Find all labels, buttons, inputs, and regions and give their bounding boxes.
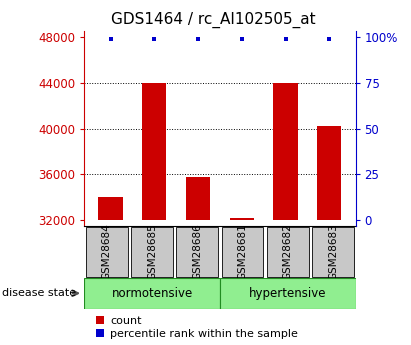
Text: GSM28684: GSM28684 [102, 224, 112, 280]
Bar [220, 278, 356, 309]
Bar [99, 197, 122, 220]
Text: hypertensive: hypertensive [249, 287, 326, 300]
Bar [267, 227, 309, 277]
Text: GDS1464 / rc_AI102505_at: GDS1464 / rc_AI102505_at [111, 12, 316, 28]
Text: GSM28686: GSM28686 [192, 224, 202, 280]
Bar [186, 177, 210, 220]
Bar [86, 227, 128, 277]
Bar [131, 227, 173, 277]
Bar [84, 278, 220, 309]
Bar [230, 218, 254, 220]
Text: normotensive: normotensive [111, 287, 193, 300]
Text: GSM28683: GSM28683 [328, 224, 338, 280]
Bar [317, 126, 341, 220]
Bar [312, 227, 354, 277]
Legend: count, percentile rank within the sample: count, percentile rank within the sample [96, 316, 298, 339]
Bar [273, 83, 298, 220]
Text: GSM28682: GSM28682 [283, 224, 293, 280]
Text: disease state: disease state [2, 288, 76, 298]
Bar [142, 83, 166, 220]
Text: GSM28685: GSM28685 [147, 224, 157, 280]
Bar [222, 227, 263, 277]
Text: GSM28681: GSM28681 [238, 224, 247, 280]
Bar [176, 227, 218, 277]
